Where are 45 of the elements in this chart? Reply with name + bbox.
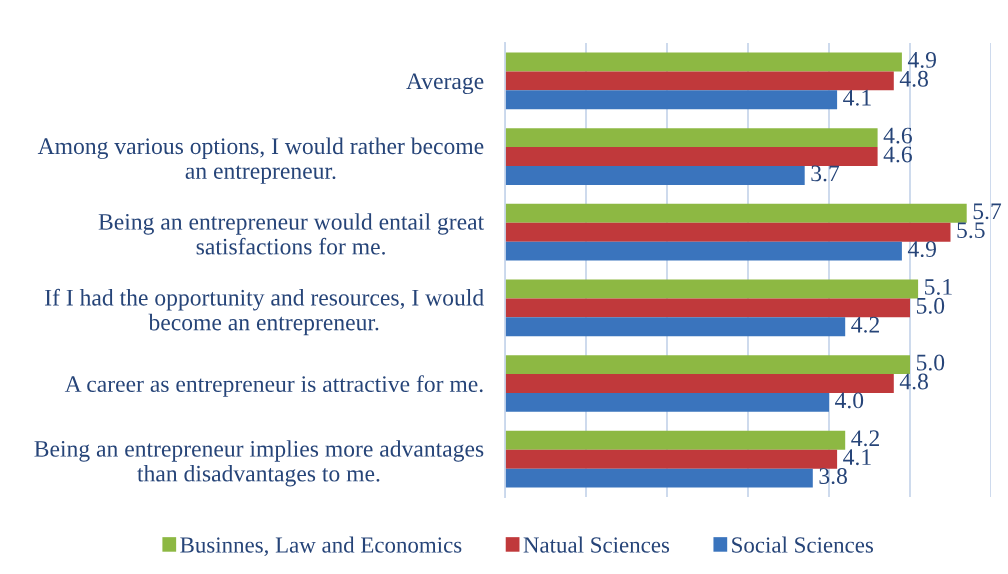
data-label: 4.1 [843,89,871,106]
bar [505,71,894,91]
bar [505,468,813,488]
y-tick-label: A career as entrepreneur is attractive for me. [64,375,483,397]
data-label: 5.5 [957,222,985,239]
legend-label: Businnes, Law and Economics [180,536,462,557]
bar [505,203,967,223]
data-label: 4.2 [851,430,879,447]
data-label: 5.0 [916,354,945,371]
y-tick-label: If I had the opportunity and resources, I would become an entrepreneur. [45,288,484,336]
y-tick-label: Among various options, I would rather become an entrepreneur. [37,137,484,184]
data-label: 4.9 [907,51,936,68]
y-tick-label: Being an entrepreneur implies more advantages than disadvantages to me. [34,440,484,487]
data-label: 4.2 [851,316,879,333]
bar [505,165,805,185]
data-label: 4.1 [843,449,871,466]
data-label: 5.7 [973,203,1002,220]
bar [505,90,838,110]
data-label: 3.8 [819,468,847,485]
bar [505,222,951,242]
data-label: 4.0 [835,392,864,409]
y-tick-label: Being an entrepreneur would entail great satisfactions for me. [98,213,485,255]
bar [505,52,902,72]
data-label: 4.9 [907,241,936,258]
data-label: 4.6 [883,146,912,163]
bar [505,147,878,166]
bar [505,241,902,261]
data-label: 4.6 [883,127,912,144]
bar [505,449,838,469]
legend-label: Social Sciences [732,536,873,553]
bar [505,279,919,299]
bar [505,430,846,450]
bar [505,355,910,375]
data-label: 3.7 [811,165,840,182]
bar [505,298,910,318]
y-tick-label: Average [406,73,484,95]
bar [505,374,894,393]
legend-label: Natual Sciences [523,536,670,553]
data-label: 5.0 [916,297,945,314]
bar [505,392,829,412]
data-label: 4.8 [899,373,928,390]
data-label: 5.1 [925,279,952,295]
bar [505,317,846,337]
bar [505,128,878,148]
data-label: 4.8 [899,70,928,87]
